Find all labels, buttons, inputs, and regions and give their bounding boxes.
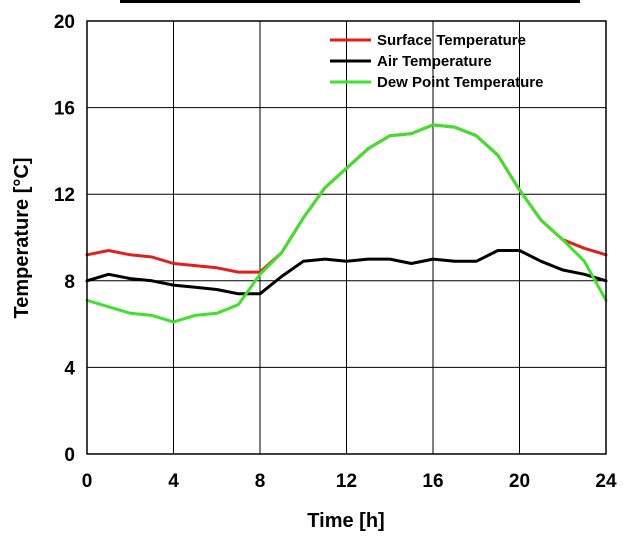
y-tick-labels: 0 4 8 12 16 20	[54, 12, 76, 466]
legend-label: Air Temperature	[377, 53, 492, 70]
series-layer	[85, 123, 608, 324]
y-tick-label: 8	[64, 272, 75, 293]
y-tick-label: 20	[54, 12, 75, 33]
x-tick-label: 0	[82, 471, 93, 492]
x-tick-label: 12	[336, 471, 357, 492]
y-tick-label: 16	[54, 99, 75, 120]
y-tick-label: 12	[54, 185, 75, 206]
series-line-2	[85, 249, 608, 296]
x-tick-label: 16	[422, 471, 443, 492]
x-tick-label: 4	[168, 471, 179, 492]
y-axis-label: Temperature [°C]	[11, 158, 33, 319]
legend-label: Surface Temperature	[377, 32, 526, 49]
x-tick-label: 8	[255, 471, 266, 492]
series-line-3	[85, 123, 608, 324]
y-tick-label: 4	[64, 358, 75, 379]
legend: Surface Temperature Air Temperature Dew Po…	[330, 32, 543, 91]
legend-label: Dew Point Temperature	[377, 74, 543, 91]
x-axis-label: Time [h]	[307, 510, 384, 532]
top-crop-strip	[120, 0, 580, 3]
x-tick-label: 24	[595, 471, 617, 492]
plot-frame	[86, 20, 607, 455]
y-tick-label: 0	[64, 445, 75, 466]
x-tick-labels: 0 4 8 12 16 20 24	[82, 471, 617, 492]
x-tick-label: 20	[509, 471, 530, 492]
